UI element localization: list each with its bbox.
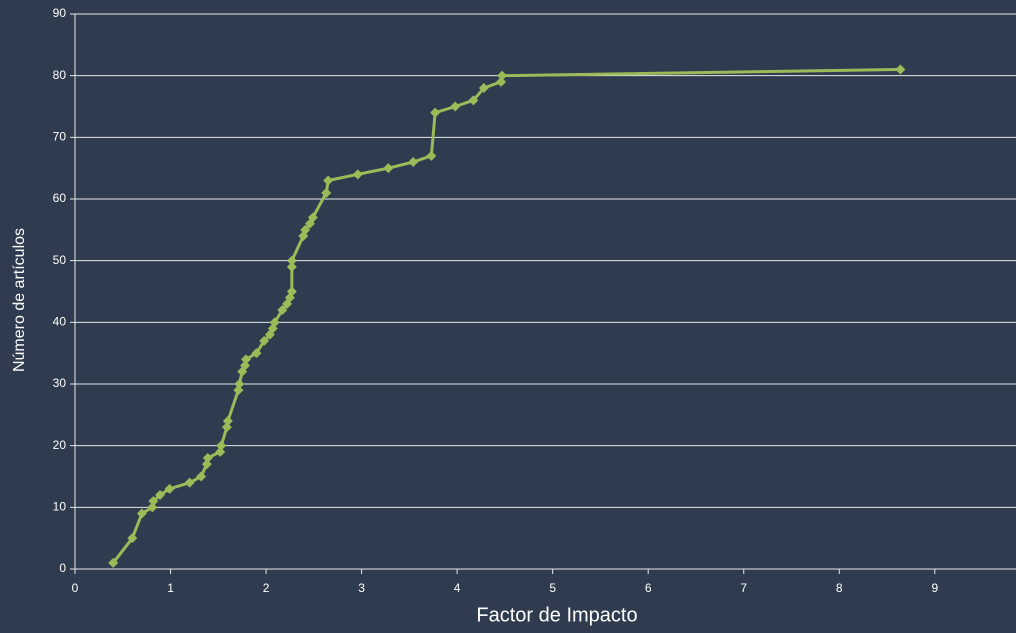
x-tick-label: 4	[454, 581, 461, 595]
marker	[895, 64, 906, 75]
marker	[216, 440, 227, 451]
marker	[450, 101, 461, 112]
marker	[286, 261, 297, 272]
marker	[426, 150, 437, 161]
y-tick-label: 50	[53, 253, 67, 267]
marker	[202, 453, 213, 463]
x-tick-label: 9	[931, 581, 938, 595]
marker	[300, 224, 311, 235]
y-tick-label: 0	[59, 561, 66, 575]
x-tick-label: 8	[836, 581, 843, 595]
y-tick-label: 80	[53, 68, 67, 82]
marker	[215, 446, 226, 457]
x-tick-label: 7	[740, 581, 747, 595]
marker	[321, 187, 332, 198]
marker	[184, 477, 195, 488]
marker	[323, 175, 334, 186]
y-tick-label: 10	[53, 500, 67, 514]
y-axis-title: Número de artículos	[11, 228, 28, 372]
marker	[222, 416, 233, 426]
y-tick-label: 20	[53, 438, 67, 452]
marker	[277, 305, 288, 315]
marker	[155, 490, 166, 500]
marker	[164, 483, 175, 494]
y-tick-label: 70	[53, 130, 67, 144]
marker	[430, 107, 441, 118]
y-tick-label: 40	[53, 315, 67, 329]
marker	[147, 502, 158, 513]
marker	[269, 317, 280, 328]
marker	[240, 360, 251, 371]
marker	[383, 163, 394, 174]
marker	[251, 348, 262, 359]
x-tick-label: 0	[72, 581, 79, 595]
x-tick-label: 5	[549, 581, 556, 595]
marker	[241, 354, 252, 365]
x-axis-title: Factor de Impacto	[476, 604, 637, 626]
marker	[234, 379, 245, 389]
marker	[233, 385, 244, 396]
marker	[468, 95, 479, 106]
marker	[196, 471, 207, 482]
marker	[307, 212, 318, 223]
marker	[221, 422, 232, 433]
marker	[497, 70, 508, 81]
marker	[148, 496, 159, 507]
marker	[259, 335, 270, 346]
marker	[136, 508, 147, 519]
x-tick-label: 1	[167, 581, 174, 595]
x-tick-label: 3	[358, 581, 365, 595]
y-tick-label: 60	[53, 191, 67, 205]
marker	[352, 169, 363, 180]
x-tick-label: 6	[645, 581, 652, 595]
y-tick-label: 90	[53, 6, 67, 20]
marker	[286, 255, 297, 266]
marker	[478, 83, 489, 93]
x-tick-label: 2	[263, 581, 270, 595]
marker	[201, 459, 212, 470]
marker	[496, 76, 507, 87]
series-line	[112, 68, 901, 564]
marker	[108, 557, 119, 568]
marker	[127, 533, 138, 544]
marker	[286, 286, 297, 297]
marker	[408, 157, 419, 167]
y-tick-label: 30	[53, 376, 67, 390]
